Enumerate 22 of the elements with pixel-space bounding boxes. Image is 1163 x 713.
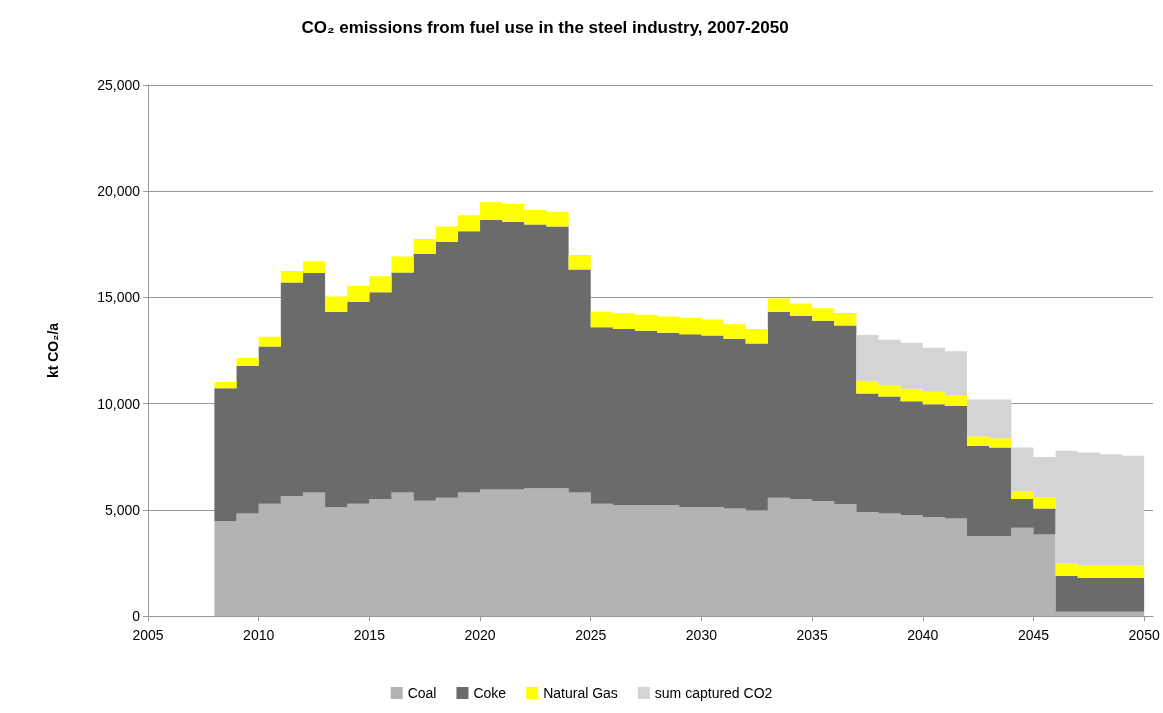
y-tick-label: 5,000 [104,501,141,518]
x-tick-label: 2025 [575,627,607,643]
x-tick-label: 2030 [685,627,718,643]
x-tick-label: 2020 [464,627,496,643]
y-tick-label: 15,000 [97,289,141,306]
legend-label: sum captured CO2 [654,685,773,701]
x-tick-label: 2050 [1128,627,1160,643]
y-axis-title: kt CO₂/a [45,322,61,379]
y-tick-label: 0 [132,608,141,624]
x-tick-label: 2045 [1017,627,1050,643]
x-tick-label: 2015 [353,627,386,643]
legend-label: Coke [473,685,507,701]
legend-label: Natural Gas [543,685,618,701]
y-tick-label: 10,000 [97,395,141,412]
x-tick-label: 2010 [243,627,275,643]
legend-label: Coal [407,685,437,701]
x-tick-label: 2005 [132,627,164,643]
y-tick-label: 25,000 [97,77,141,93]
y-tick-label: 20,000 [97,183,141,200]
x-tick-label: 2035 [796,627,828,643]
chart-title: CO₂ emissions from fuel use in the steel industry, 2007-2050 [301,18,789,37]
x-tick-label: 2040 [907,627,939,643]
